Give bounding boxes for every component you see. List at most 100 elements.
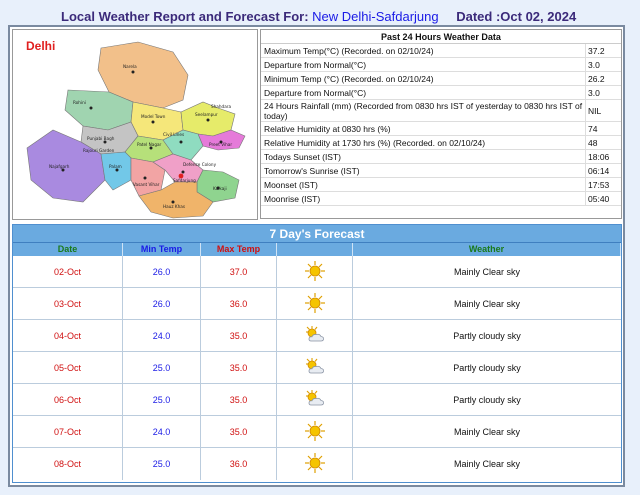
svg-text:Preet Vihar: Preet Vihar	[209, 142, 232, 147]
forecast-row: 05-Oct 25.0 35.0 Partly cloudy sky	[13, 352, 621, 384]
forecast-row: 03-Oct 26.0 36.0 Mainly Clear sky	[13, 288, 621, 320]
forecast-weather: Mainly Clear sky	[453, 426, 520, 437]
svg-text:Rohini: Rohini	[73, 100, 86, 105]
past-24h-value: 74	[585, 122, 621, 135]
svg-text:Model Town: Model Town	[141, 114, 166, 119]
delhi-map: Narela Rohini Model Town Seelampur Shahd…	[12, 29, 258, 220]
partly-cloudy-icon	[304, 324, 326, 348]
past-24h-label: Moonset (IST)	[264, 179, 318, 190]
forecast-min-temp: 25.0	[123, 448, 201, 480]
past-24h-value: 17:53	[585, 178, 621, 191]
past-24h-row: Minimum Temp (°C) (Recorded. on 02/10/24…	[261, 72, 621, 86]
col-max-temp: Max Temp	[201, 243, 277, 256]
forecast-max-temp: 35.0	[201, 320, 277, 351]
forecast-weather: Mainly Clear sky	[453, 298, 520, 309]
svg-text:Kalkaji: Kalkaji	[213, 186, 227, 191]
title-text: Local Weather Report and Forecast For:	[61, 9, 309, 24]
past-24h-value: 37.2	[585, 44, 621, 57]
forecast-icon-cell	[277, 256, 353, 287]
forecast-caption: 7 Day's Forecast	[13, 225, 621, 243]
forecast-icon-cell	[277, 288, 353, 319]
past-24h-table: Past 24 Hours Weather Data Maximum Temp(…	[260, 29, 622, 219]
partly-cloudy-icon	[304, 356, 326, 380]
forecast-icon-cell	[277, 416, 353, 447]
forecast-max-temp: 35.0	[201, 416, 277, 447]
page-title: Local Weather Report and Forecast For: N…	[61, 9, 576, 24]
forecast-icon-cell	[277, 384, 353, 415]
forecast-icon-cell	[277, 448, 353, 480]
past-24h-value: 48	[585, 136, 621, 149]
sunny-icon	[304, 452, 326, 476]
past-24h-row: Tomorrow's Sunrise (IST) 06:14	[261, 164, 621, 178]
forecast-max-temp: 35.0	[201, 384, 277, 415]
past-24h-label: Tomorrow's Sunrise (IST)	[264, 165, 360, 176]
col-weather: Weather	[353, 243, 621, 256]
past-24h-row: Moonrise (IST) 05:40	[261, 192, 621, 206]
sunny-icon	[304, 260, 326, 284]
past-24h-row: Relative Humidity at 0830 hrs (%) 74	[261, 122, 621, 136]
svg-text:Palam: Palam	[109, 164, 122, 169]
forecast-max-temp: 35.0	[201, 352, 277, 383]
location-name: New Delhi-Safdarjung	[312, 9, 439, 24]
past-24h-row: 24 Hours Rainfall (mm) (Recorded from 08…	[261, 100, 621, 122]
col-min-temp: Min Temp	[123, 243, 201, 256]
sunny-icon	[304, 420, 326, 444]
forecast-table: 7 Day's Forecast Date Min Temp Max Temp …	[12, 224, 622, 483]
svg-text:Shahdara: Shahdara	[211, 104, 231, 109]
forecast-date: 07-Oct	[13, 416, 123, 447]
forecast-date: 04-Oct	[13, 320, 123, 351]
forecast-min-temp: 25.0	[123, 384, 201, 415]
past-24h-value: 18:06	[585, 150, 621, 163]
past-24h-label: Minimum Temp (°C) (Recorded. on 02/10/24…	[264, 73, 434, 84]
past-24h-label: 24 Hours Rainfall (mm) (Recorded from 08…	[264, 100, 583, 121]
forecast-max-temp: 36.0	[201, 448, 277, 480]
forecast-max-temp: 37.0	[201, 256, 277, 287]
past-24h-row: Departure from Normal(°C) 3.0	[261, 86, 621, 100]
forecast-weather: Partly cloudy sky	[453, 394, 521, 405]
svg-text:Vasant Vihar: Vasant Vihar	[133, 182, 160, 187]
svg-text:Seelampur: Seelampur	[195, 112, 218, 117]
forecast-date: 05-Oct	[13, 352, 123, 383]
past-24h-value: NIL	[585, 100, 621, 121]
forecast-row: 02-Oct 26.0 37.0 Mainly Clear sky	[13, 256, 621, 288]
svg-text:Rajouri Garden: Rajouri Garden	[83, 148, 115, 153]
forecast-min-temp: 25.0	[123, 352, 201, 383]
svg-text:Civil Lines: Civil Lines	[163, 132, 184, 137]
past-24h-row: Todays Sunset (IST) 18:06	[261, 150, 621, 164]
svg-text:Hauz Khas: Hauz Khas	[163, 204, 185, 209]
svg-text:Narela: Narela	[123, 64, 137, 69]
forecast-max-temp: 36.0	[201, 288, 277, 319]
past-24h-label: Todays Sunset (IST)	[264, 151, 342, 162]
district-map-graphic: Narela Rohini Model Town Seelampur Shahd…	[26, 41, 246, 219]
forecast-icon-cell	[277, 352, 353, 383]
past-24h-value: 3.0	[585, 58, 621, 71]
svg-text:Patel Nagar: Patel Nagar	[137, 142, 162, 147]
forecast-date: 02-Oct	[13, 256, 123, 287]
forecast-min-temp: 26.0	[123, 288, 201, 319]
forecast-min-temp: 26.0	[123, 256, 201, 287]
forecast-weather: Partly cloudy sky	[453, 330, 521, 341]
forecast-row: 04-Oct 24.0 35.0 Partly cloudy sky	[13, 320, 621, 352]
past-24h-row: Moonset (IST) 17:53	[261, 178, 621, 192]
past-24h-label: Relative Humidity at 0830 hrs (%)	[264, 123, 391, 134]
col-date: Date	[13, 243, 123, 256]
forecast-row: 08-Oct 25.0 36.0 Mainly Clear sky	[13, 448, 621, 480]
past-24h-row: Departure from Normal(°C) 3.0	[261, 58, 621, 72]
past-24h-value: 06:14	[585, 164, 621, 177]
forecast-date: 06-Oct	[13, 384, 123, 415]
forecast-weather: Partly cloudy sky	[453, 362, 521, 373]
map-city-label: Delhi	[26, 39, 56, 53]
forecast-header-row: Date Min Temp Max Temp Weather	[13, 243, 621, 256]
page-header: Local Weather Report and Forecast For: N…	[0, 0, 640, 30]
sunny-icon	[304, 292, 326, 316]
report-date: Dated :Oct 02, 2024	[456, 9, 577, 24]
forecast-date: 03-Oct	[13, 288, 123, 319]
forecast-icon-cell	[277, 320, 353, 351]
svg-text:Punjabi Bagh: Punjabi Bagh	[87, 136, 115, 141]
past-24h-value: 26.2	[585, 72, 621, 85]
past-24h-row: Maximum Temp(°C) (Recorded. on 02/10/24)…	[261, 44, 621, 58]
forecast-row: 07-Oct 24.0 35.0 Mainly Clear sky	[13, 416, 621, 448]
past-24h-heading: Past 24 Hours Weather Data	[261, 30, 621, 44]
forecast-row: 06-Oct 25.0 35.0 Partly cloudy sky	[13, 384, 621, 416]
svg-text:Najafgarh: Najafgarh	[49, 164, 70, 169]
